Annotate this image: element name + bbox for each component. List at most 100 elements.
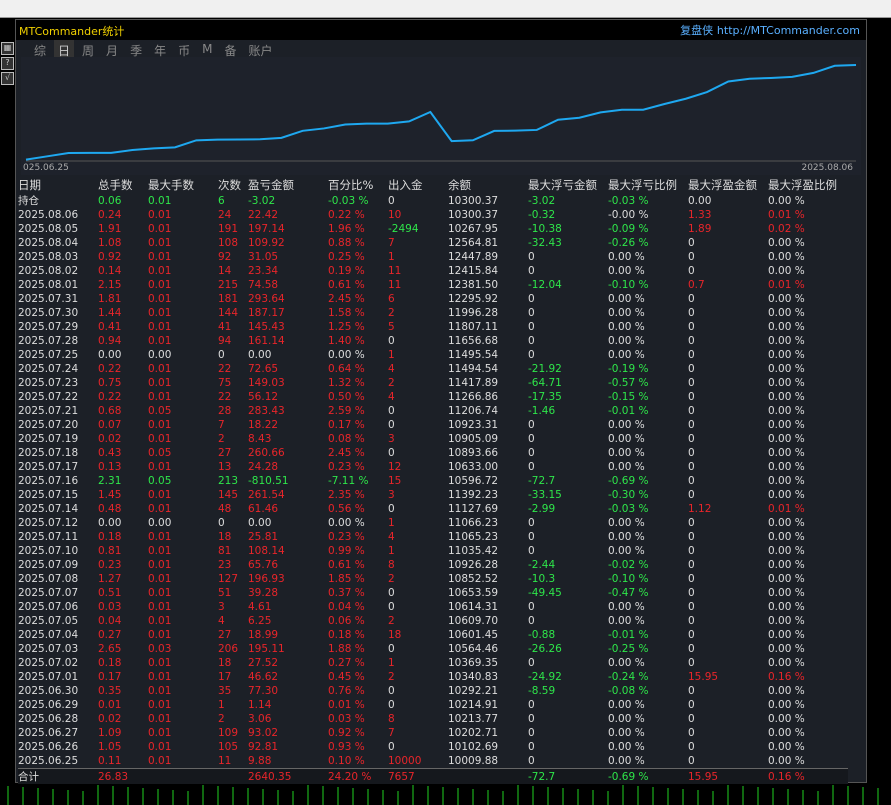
cell: 0.94 (98, 335, 122, 347)
cell: 10102.69 (448, 741, 499, 753)
data-row: 2025.07.04 0.27 0.01 27 18.99 0.18 % 18 10601.4… (18, 628, 848, 642)
cell: 0.04 (98, 615, 122, 627)
cell: 0.18 (98, 657, 122, 669)
cell: 2.65 (98, 643, 122, 655)
site-link[interactable]: 复盘侠 http://MTCommander.com (680, 22, 860, 38)
cell: 0.01 (148, 293, 172, 305)
x-label: 025.06.25 (23, 163, 69, 173)
data-row: 2025.06.27 1.09 0.01 109 93.02 0.92 % 7 10202.7… (18, 726, 848, 740)
cell: 8 (388, 713, 395, 725)
cell: 2025.07.08 (18, 573, 79, 585)
cell: 0.43 (98, 447, 122, 459)
cell: 2025.07.05 (18, 615, 79, 627)
cell: 0.00 % (768, 321, 805, 333)
tab[interactable]: 月 (106, 44, 119, 58)
cell: -8.59 (528, 685, 556, 697)
cell: -0.03 % (608, 503, 649, 515)
cell: 0.48 (98, 503, 122, 515)
cell: 0.23 % (328, 461, 365, 473)
cell: 0 (388, 447, 395, 459)
tab[interactable]: 备 (224, 44, 237, 58)
cell: 持仓 (18, 195, 39, 207)
cell: 10596.72 (448, 475, 499, 487)
cell: 4 (388, 391, 395, 403)
cell: 2025.06.25 (18, 755, 79, 767)
cell: 0.00 % (768, 405, 805, 417)
cell: 0.00 % (768, 643, 805, 655)
data-row: 2025.07.20 0.07 0.01 7 18.22 0.17 % 0 10923.31 0… (18, 418, 848, 432)
cell: 12381.50 (448, 279, 499, 291)
tab[interactable]: M (202, 42, 213, 56)
tab[interactable]: 年 (154, 44, 167, 58)
cell: 2025.07.28 (18, 335, 79, 347)
cell: 11495.54 (448, 349, 499, 361)
tab[interactable]: 周 (82, 44, 95, 58)
cell: 2025.07.09 (18, 559, 79, 571)
cell: 11206.74 (448, 405, 499, 417)
tab[interactable]: 季 (130, 44, 143, 58)
site-url[interactable]: http://MTCommander.com (716, 24, 860, 37)
tab[interactable]: 日 (54, 40, 75, 60)
cell: 0.35 (98, 685, 122, 697)
tab[interactable]: 账户 (248, 44, 273, 58)
cell: 0 (688, 727, 695, 739)
cell: 92.81 (248, 741, 279, 753)
cell: 0.01 (148, 727, 172, 739)
cell: 0.56 % (328, 503, 365, 515)
tool[interactable]: ▦ (1, 42, 14, 55)
header-cell: 百分比% (328, 178, 374, 192)
cell: 12415.84 (448, 265, 499, 277)
data-row: 2025.07.23 0.75 0.01 75 149.03 1.32 % 2 11417.8… (18, 376, 848, 390)
cell: 0.64 % (328, 363, 365, 375)
cell: -0.26 % (608, 237, 649, 249)
cell: 3 (388, 433, 395, 445)
cell: 0 (688, 573, 695, 585)
cell: 1.33 (688, 209, 712, 221)
cell: 12564.81 (448, 237, 499, 249)
cell: 10564.46 (448, 643, 499, 655)
cell: 0.01 (148, 671, 172, 683)
cell: 0.00 % (608, 461, 645, 473)
cell: 7657 (388, 768, 448, 784)
cell: 41 (218, 321, 232, 333)
cell: -0.24 % (608, 671, 649, 683)
cell: 0.00 % (608, 615, 645, 627)
cell: 0 (688, 531, 695, 543)
cell: 22.42 (248, 209, 279, 221)
tab[interactable]: 币 (178, 44, 191, 58)
cell: 0.76 % (328, 685, 365, 697)
header-cell: 日期 (18, 178, 41, 192)
cell: 48 (218, 503, 232, 515)
cell: 2025.07.17 (18, 461, 79, 473)
cell: 2025.07.10 (18, 545, 79, 557)
tool[interactable]: ? (1, 57, 14, 70)
cell: 0 (688, 629, 695, 641)
cell: 11 (218, 755, 232, 767)
cell: 0.00 % (768, 335, 805, 347)
cell: 1.45 (98, 489, 122, 501)
data-row: 2025.07.10 0.81 0.01 81 108.14 0.99 % 1 11035.4… (18, 544, 848, 558)
cell: 0 (688, 685, 695, 697)
cell: 0 (688, 293, 695, 305)
cell: -32.43 (528, 237, 562, 249)
header-cell: 次数 (218, 178, 241, 192)
cell: 92 (218, 251, 232, 263)
cell: 93.02 (248, 727, 279, 739)
cell: -21.92 (528, 363, 562, 375)
cell: 0.22 (98, 363, 122, 375)
cell: 2.35 % (328, 489, 365, 501)
cell: 0.10 % (328, 755, 365, 767)
cell: -72.7 (528, 475, 556, 487)
cell: 0.01 (148, 307, 172, 319)
cell: 0.01 (148, 545, 172, 557)
tab[interactable]: 综 (34, 44, 47, 58)
cell: 0.00 % (608, 545, 645, 557)
cell: 109 (218, 727, 239, 739)
cell: 0.01 (148, 461, 172, 473)
cell: 0.01 (148, 335, 172, 347)
cell: 13 (218, 461, 232, 473)
cell: 0.00 (98, 349, 122, 361)
cell: 0.03 (148, 643, 172, 655)
cell: 0.01 (148, 741, 172, 753)
tool[interactable]: √ (1, 72, 14, 85)
